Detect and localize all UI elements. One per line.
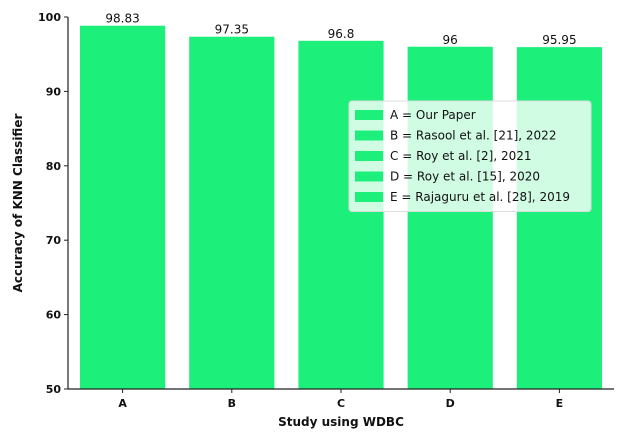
y-ticks: 50 60 70 80 90 100 — [38, 11, 68, 396]
legend-entry: A = Our Paper — [390, 108, 476, 122]
legend-swatch — [355, 110, 383, 120]
legend-swatch — [355, 130, 383, 141]
x-tick-label-c: C — [337, 397, 345, 410]
data-label-c: 96.8 — [328, 27, 355, 41]
legend-swatch — [355, 171, 383, 182]
x-ticks: A B C D E — [118, 389, 563, 410]
data-labels: 98.83 97.35 96.8 96 95.95 — [105, 12, 576, 47]
x-tick-label-b: B — [228, 397, 236, 410]
x-axis-label: Study using WDBC — [278, 415, 404, 429]
legend-entry: C = Roy et al. [2], 2021 — [390, 149, 532, 163]
bar-e — [516, 47, 602, 390]
data-label-e: 95.95 — [542, 33, 576, 47]
x-tick-label-e: E — [556, 397, 564, 410]
legend: A = Our Paper B = Rasool et al. [21], 202… — [348, 100, 592, 212]
y-tick-label: 70 — [46, 234, 62, 247]
bar-d — [407, 46, 493, 389]
y-axis-label: Accuracy of KNN Classifier — [11, 114, 25, 293]
legend-entry: E = Rajaguru et al. [28], 2019 — [390, 190, 570, 204]
bar-a — [80, 25, 166, 389]
y-tick-label: 60 — [46, 309, 62, 322]
data-label-d: 96 — [443, 33, 458, 47]
y-tick-label: 80 — [46, 160, 62, 173]
data-label-b: 97.35 — [215, 23, 249, 37]
x-tick-label-a: A — [118, 397, 127, 410]
y-tick-label: 50 — [46, 383, 62, 396]
legend-swatch — [355, 192, 383, 202]
data-label-a: 98.83 — [105, 12, 139, 26]
legend-entry: B = Rasool et al. [21], 2022 — [390, 129, 556, 143]
legend-swatch — [355, 151, 383, 161]
bar-b — [189, 36, 275, 389]
legend-entry: D = Roy et al. [15], 2020 — [390, 170, 540, 184]
bar-c — [298, 40, 384, 390]
x-tick-label-d: D — [446, 397, 455, 410]
y-tick-label: 100 — [38, 11, 61, 24]
legend-box — [348, 100, 592, 212]
y-tick-label: 90 — [46, 85, 62, 98]
